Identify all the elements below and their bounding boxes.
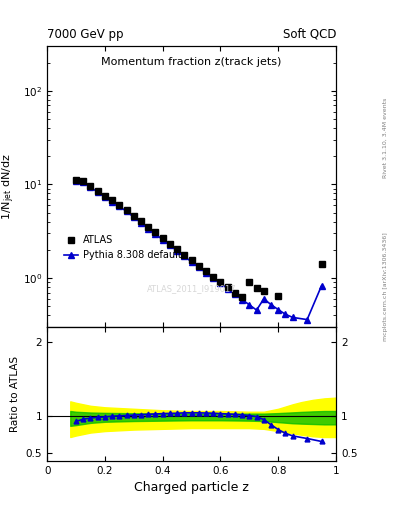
ATLAS <box>247 279 252 285</box>
ATLAS <box>254 285 259 291</box>
ATLAS <box>146 224 151 230</box>
Pythia 8.308 default <box>290 314 295 321</box>
Line: Pythia 8.308 default: Pythia 8.308 default <box>73 178 324 322</box>
ATLAS <box>124 207 129 214</box>
ATLAS <box>103 193 107 199</box>
ATLAS <box>261 288 266 294</box>
Y-axis label: Ratio to ATLAS: Ratio to ATLAS <box>10 356 20 432</box>
ATLAS <box>319 261 324 267</box>
ATLAS <box>225 284 230 290</box>
Pythia 8.308 default <box>276 307 281 313</box>
Pythia 8.308 default <box>225 286 230 292</box>
ATLAS <box>182 252 187 258</box>
Pythia 8.308 default <box>269 302 274 308</box>
ATLAS <box>74 177 79 183</box>
Legend: ATLAS, Pythia 8.308 default: ATLAS, Pythia 8.308 default <box>64 236 182 260</box>
Pythia 8.308 default <box>305 316 310 323</box>
ATLAS <box>240 294 244 301</box>
ATLAS <box>211 274 216 280</box>
Pythia 8.308 default <box>110 199 114 205</box>
Text: mcplots.cern.ch [arXiv:1306.3436]: mcplots.cern.ch [arXiv:1306.3436] <box>383 232 388 341</box>
Text: Momentum fraction z(track jets): Momentum fraction z(track jets) <box>101 57 282 67</box>
Text: Rivet 3.1.10, 3.4M events: Rivet 3.1.10, 3.4M events <box>383 98 388 178</box>
ATLAS <box>189 257 194 263</box>
Pythia 8.308 default <box>146 225 151 231</box>
Pythia 8.308 default <box>283 311 288 317</box>
Pythia 8.308 default <box>103 194 107 200</box>
Pythia 8.308 default <box>117 203 122 209</box>
Pythia 8.308 default <box>81 179 86 185</box>
Line: ATLAS: ATLAS <box>73 177 325 301</box>
Pythia 8.308 default <box>175 248 180 254</box>
ATLAS <box>233 289 237 295</box>
Pythia 8.308 default <box>139 220 143 226</box>
ATLAS <box>139 218 143 224</box>
Text: Soft QCD: Soft QCD <box>283 28 336 41</box>
Pythia 8.308 default <box>247 302 252 308</box>
ATLAS <box>88 183 93 189</box>
Pythia 8.308 default <box>88 184 93 190</box>
Y-axis label: 1/N$_{\sf jet}$ dN/dz: 1/N$_{\sf jet}$ dN/dz <box>1 153 17 220</box>
Pythia 8.308 default <box>261 296 266 302</box>
Text: 7000 GeV pp: 7000 GeV pp <box>47 28 124 41</box>
Pythia 8.308 default <box>196 264 201 270</box>
Pythia 8.308 default <box>218 281 223 287</box>
Pythia 8.308 default <box>132 214 136 220</box>
ATLAS <box>276 292 281 298</box>
Pythia 8.308 default <box>240 296 244 303</box>
ATLAS <box>204 268 208 274</box>
ATLAS <box>167 241 172 247</box>
ATLAS <box>175 246 180 252</box>
ATLAS <box>81 178 86 184</box>
Pythia 8.308 default <box>153 231 158 237</box>
Pythia 8.308 default <box>160 237 165 243</box>
ATLAS <box>196 263 201 269</box>
ATLAS <box>153 229 158 236</box>
ATLAS <box>160 235 165 241</box>
Pythia 8.308 default <box>124 208 129 215</box>
Pythia 8.308 default <box>233 291 237 297</box>
Pythia 8.308 default <box>167 242 172 248</box>
Text: ATLAS_2011_I919017: ATLAS_2011_I919017 <box>147 284 237 293</box>
X-axis label: Charged particle z: Charged particle z <box>134 481 249 494</box>
ATLAS <box>110 197 114 203</box>
Pythia 8.308 default <box>254 307 259 313</box>
ATLAS <box>117 202 122 208</box>
Pythia 8.308 default <box>319 283 324 289</box>
Pythia 8.308 default <box>204 270 208 276</box>
Pythia 8.308 default <box>189 259 194 265</box>
ATLAS <box>132 213 136 219</box>
Pythia 8.308 default <box>211 275 216 281</box>
Pythia 8.308 default <box>74 178 79 184</box>
Pythia 8.308 default <box>182 253 187 260</box>
ATLAS <box>218 279 223 285</box>
ATLAS <box>95 188 100 194</box>
Pythia 8.308 default <box>95 189 100 195</box>
